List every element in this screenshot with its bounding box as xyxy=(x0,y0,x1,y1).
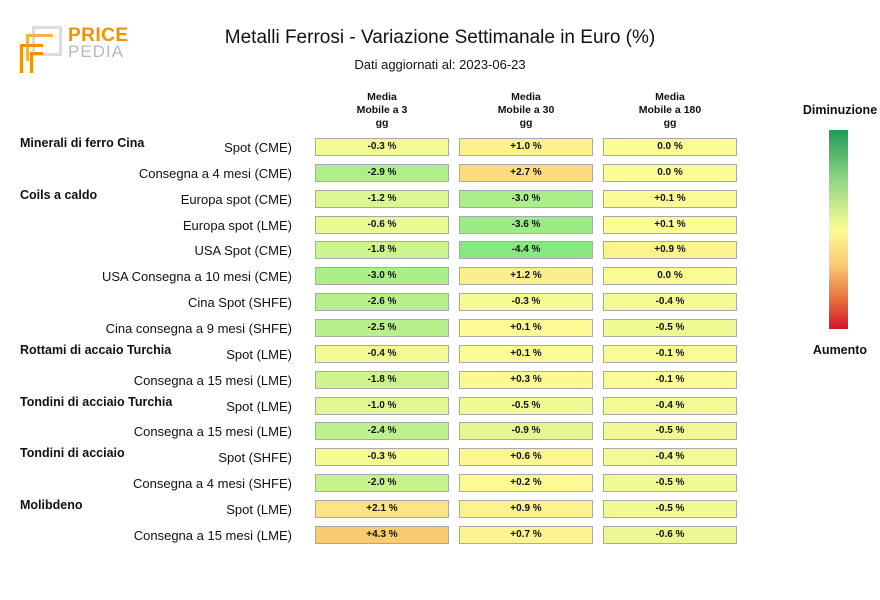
heatmap-cell: -2.9 % xyxy=(315,163,449,182)
row-group-label: Tondini di acciaio Turchia xyxy=(20,394,173,409)
heatmap-cell: -0.6 % xyxy=(603,525,737,544)
row-group-label: Coils a caldo xyxy=(20,187,98,202)
logo-mark-icon xyxy=(20,26,64,73)
heatmap-cell: +0.3 % xyxy=(459,370,593,389)
pricepedia-logo: PRICE PEDIA xyxy=(20,25,130,76)
heatmap-cell: +2.7 % xyxy=(459,163,593,182)
row-label: USA Consegna a 10 mesi (CME) xyxy=(101,269,292,285)
heatmap-cell: -0.1 % xyxy=(603,344,737,363)
row-label: Consegna a 15 mesi (LME) xyxy=(133,527,292,543)
column-header-30gg: Media Mobile a 30 gg xyxy=(459,91,593,130)
row-label: Europa spot (CME) xyxy=(180,191,292,207)
column-header-line: Mobile a 3 xyxy=(356,104,408,116)
heatmap-cell: -3.6 % xyxy=(459,215,593,234)
heatmap-cell: -0.5 % xyxy=(603,499,737,518)
chart-subtitle: Dati aggiornati al: 2023-06-23 xyxy=(354,57,526,72)
heatmap-cell: +0.7 % xyxy=(459,525,593,544)
heatmap-cell: +0.6 % xyxy=(459,448,593,467)
row-group-label: Rottami di accaio Turchia xyxy=(20,342,172,357)
column-header-line: gg xyxy=(375,117,389,129)
row-label: Consegna a 4 mesi (SHFE) xyxy=(133,476,292,492)
heatmap-cell: -0.6 % xyxy=(315,215,449,234)
heatmap-cell: +0.1 % xyxy=(603,189,737,208)
heatmap-cell: -1.0 % xyxy=(315,396,449,415)
heatmap-cell: +4.3 % xyxy=(315,525,449,544)
heatmap-cell: -2.4 % xyxy=(315,422,449,441)
row-label: Cina Spot (SHFE) xyxy=(187,295,292,311)
legend-label-increase: Aumento xyxy=(812,343,868,357)
heatmap-cell: -0.4 % xyxy=(603,293,737,312)
logo-word-pedia: PEDIA xyxy=(68,42,125,61)
heatmap-cell: -0.4 % xyxy=(315,344,449,363)
heatmap-cell: +0.9 % xyxy=(603,241,737,260)
row-label: USA Spot (CME) xyxy=(194,243,292,259)
column-header-line: gg xyxy=(663,117,677,129)
row-group-label: Tondini di acciaio xyxy=(20,446,125,461)
heatmap-cell: +0.1 % xyxy=(603,215,737,234)
logo-word-price: PRICE xyxy=(68,25,129,46)
row-label: Cina consegna a 9 mesi (SHFE) xyxy=(105,320,292,336)
heatmap-cell: -3.0 % xyxy=(459,189,593,208)
heatmap-cell: -2.5 % xyxy=(315,318,449,337)
row-label: Spot (SHFE) xyxy=(218,450,292,466)
column-header-line: Media xyxy=(511,91,541,103)
row-label: Spot (CME) xyxy=(224,140,292,155)
heatmap-cell: -0.4 % xyxy=(603,396,737,415)
heatmap-cell: +2.1 % xyxy=(315,499,449,518)
heatmap-cell: -4.4 % xyxy=(459,241,593,260)
heatmap-cell: +0.2 % xyxy=(459,474,593,493)
column-header-line: Mobile a 30 xyxy=(497,104,555,116)
row-label: Europa spot (LME) xyxy=(182,217,292,233)
row-label: Consegna a 4 mesi (CME) xyxy=(138,165,292,181)
heatmap-cell: -2.6 % xyxy=(315,293,449,312)
heatmap-cell: +1.0 % xyxy=(459,138,593,156)
row-label: Spot (LME) xyxy=(226,501,292,517)
heatmap-cell: +0.1 % xyxy=(459,318,593,337)
column-header-3gg: Media Mobile a 3 gg xyxy=(315,91,449,130)
heatmap-cell: +1.2 % xyxy=(459,267,593,286)
heatmap-cell: -0.1 % xyxy=(603,370,737,389)
heatmap-cell: -3.0 % xyxy=(315,267,449,286)
column-header-line: Mobile a 180 xyxy=(638,104,702,116)
heatmap-cell: -1.8 % xyxy=(315,370,449,389)
heatmap-cell: -0.5 % xyxy=(603,474,737,493)
heatmap-cell: -0.3 % xyxy=(315,138,449,156)
heatmap-cell: 0.0 % xyxy=(603,267,737,286)
row-group-label: Minerali di ferro Cina xyxy=(20,136,145,150)
row-label: Consegna a 15 mesi (LME) xyxy=(133,372,292,388)
heatmap-cell: -2.0 % xyxy=(315,474,449,493)
row-label: Consegna a 15 mesi (LME) xyxy=(133,424,292,440)
heatmap-cell: -1.2 % xyxy=(315,189,449,208)
chart-title: Metalli Ferrosi - Variazione Settimanale… xyxy=(224,27,656,48)
heatmap-cell: -0.3 % xyxy=(315,448,449,467)
heatmap-cell: -0.3 % xyxy=(459,293,593,312)
row-label: Spot (LME) xyxy=(226,398,292,414)
heatmap-cell: -0.9 % xyxy=(459,422,593,441)
legend-color-scale xyxy=(829,130,848,329)
heatmap-cell: 0.0 % xyxy=(603,138,737,156)
row-group-label: Molibdeno xyxy=(20,497,83,512)
heatmap-cell: +0.9 % xyxy=(459,499,593,518)
column-header-180gg: Media Mobile a 180 gg xyxy=(603,91,737,130)
legend-label-decrease: Diminuzione xyxy=(802,103,878,117)
heatmap-cell: +0.1 % xyxy=(459,344,593,363)
column-header-line: gg xyxy=(519,117,533,129)
column-header-line: Media xyxy=(367,91,397,103)
heatmap-cell: -0.5 % xyxy=(603,318,737,337)
row-label: Spot (LME) xyxy=(226,346,292,362)
heatmap-cell: 0.0 % xyxy=(603,163,737,182)
heatmap-cell: -1.8 % xyxy=(315,241,449,260)
column-header-line: Media xyxy=(655,91,685,103)
heatmap-cell: -0.5 % xyxy=(459,396,593,415)
heatmap-cell: -0.4 % xyxy=(603,448,737,467)
heatmap-cell: -0.5 % xyxy=(603,422,737,441)
